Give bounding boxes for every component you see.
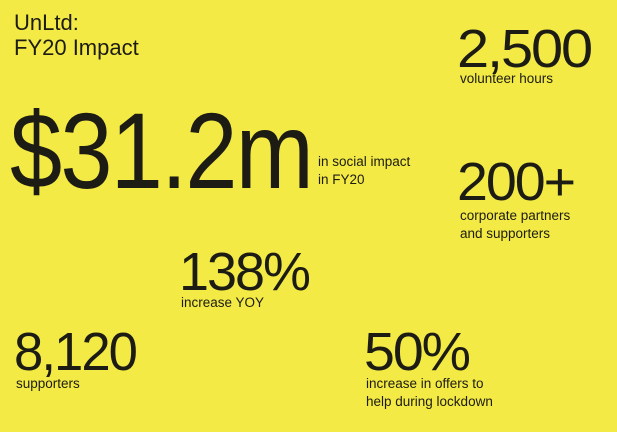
stat-caption: and supporters — [460, 226, 550, 241]
stat-caption: volunteer hours — [460, 71, 553, 86]
stat-caption: in social impact — [318, 154, 411, 169]
stat-value: 200+ — [457, 152, 574, 212]
stat-value: 138% — [179, 242, 310, 302]
stat-caption: supporters — [16, 376, 80, 391]
stat-caption: in FY20 — [318, 172, 365, 187]
stat-value: 2,500 — [457, 19, 591, 79]
stat-value: $31.2m — [10, 90, 312, 211]
stat-value: 8,120 — [14, 322, 136, 382]
stat-value: 50% — [364, 322, 470, 382]
stat-caption: increase YOY — [181, 295, 264, 310]
title-line: UnLtd: — [14, 10, 79, 35]
stat-caption: increase in offers to — [366, 376, 484, 391]
stat-caption: corporate partners — [460, 208, 571, 223]
title-line: FY20 Impact — [14, 35, 139, 60]
stat-caption: help during lockdown — [366, 394, 493, 409]
